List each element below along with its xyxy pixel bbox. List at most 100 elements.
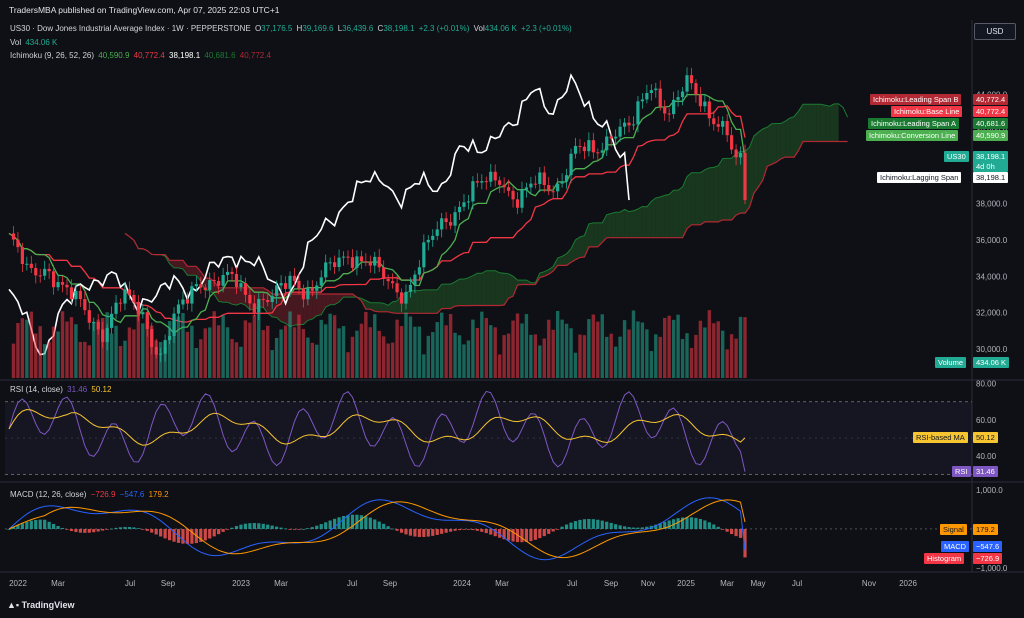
rsi-tick-label: 60.00 xyxy=(976,416,997,425)
candle-body xyxy=(43,268,47,276)
macd-histogram-bar xyxy=(145,528,149,531)
candle-body xyxy=(489,171,493,182)
macd-histogram-bar xyxy=(609,522,613,529)
candle-body xyxy=(377,256,381,268)
macd-histogram-bar xyxy=(373,519,377,529)
cloud-segment xyxy=(771,123,777,165)
cloud-segment xyxy=(798,104,803,151)
candle-body xyxy=(654,88,658,91)
tag-volume: Volume xyxy=(935,357,967,368)
cloud-segment xyxy=(660,195,665,238)
macd-histogram-bar xyxy=(551,528,555,532)
candle-body xyxy=(573,145,578,154)
volume-bar xyxy=(92,321,96,378)
volume-bar xyxy=(34,333,38,378)
candle-body xyxy=(475,181,479,183)
macd-legend: MACD (12, 26, close) −726.9 −547.6 179.2 xyxy=(10,490,171,499)
close-label: C xyxy=(377,24,384,33)
rsi-value: 31.46 xyxy=(67,385,88,394)
volume-bar xyxy=(555,310,560,378)
candle-body xyxy=(663,106,667,114)
volume-bar xyxy=(743,317,747,378)
macd-histogram-bar xyxy=(283,528,288,530)
currency-button[interactable]: USD xyxy=(974,23,1016,40)
candle-body xyxy=(65,284,69,288)
cloud-segment xyxy=(423,289,429,314)
volume-bar xyxy=(163,347,167,378)
candle-body xyxy=(78,290,82,300)
cloud-segment xyxy=(802,104,808,142)
candle-body xyxy=(734,149,738,158)
macd-histogram-bar xyxy=(83,528,87,533)
candle-body xyxy=(60,282,65,285)
volume-bar xyxy=(417,326,422,378)
tag-rsi: RSI xyxy=(952,466,971,477)
tradingview-logo[interactable]: ▲▪ TradingView xyxy=(7,600,74,610)
candle-body xyxy=(471,181,475,202)
volume-bar xyxy=(502,335,506,378)
candle-body xyxy=(529,183,533,188)
volume-bar xyxy=(114,325,118,378)
cloud-segment xyxy=(223,287,228,303)
macd-histogram-bar xyxy=(471,528,475,531)
candle-body xyxy=(109,313,114,328)
cloud-segment xyxy=(383,303,389,312)
cloud-segment xyxy=(191,266,197,276)
cloud-segment xyxy=(334,294,340,305)
volume-bar xyxy=(292,327,297,378)
candle-body xyxy=(609,136,613,139)
candle-body xyxy=(301,288,305,300)
candle-body xyxy=(587,140,591,152)
macd-histogram-bar xyxy=(154,528,158,535)
macd-histogram-bar xyxy=(261,523,265,529)
close-value: 38,198.1 xyxy=(383,24,415,33)
volume-bar xyxy=(373,314,377,378)
tag-leading-span-a: Ichimoku:Leading Span A xyxy=(868,118,960,129)
macd-signal-value: 179.2 xyxy=(148,490,169,499)
macd-histogram-bar xyxy=(725,528,729,532)
volume-bar xyxy=(622,320,627,378)
candle-body xyxy=(123,289,127,304)
macd-histogram-bar xyxy=(243,523,248,529)
cloud-segment xyxy=(392,300,398,314)
macd-histogram-bar xyxy=(386,526,390,529)
volume-bar xyxy=(274,337,279,378)
cloud-segment xyxy=(379,302,384,312)
macd-histogram-bar xyxy=(738,528,743,538)
candle-body xyxy=(493,171,497,181)
macd-histogram-bar xyxy=(368,517,372,529)
volume-bar xyxy=(87,345,91,378)
volume-bar xyxy=(426,335,430,378)
cloud-segment xyxy=(236,287,241,306)
macd-histogram-bar xyxy=(96,528,100,532)
volume-bar xyxy=(613,346,618,378)
volume-bar xyxy=(515,313,520,378)
candle-body xyxy=(252,303,256,313)
tag-signal-value: 179.2 xyxy=(973,524,998,535)
cloud-segment xyxy=(325,294,331,308)
macd-histogram-bar xyxy=(136,528,140,530)
cloud-segment xyxy=(410,290,415,314)
volume-bar xyxy=(381,336,386,378)
volume-bar xyxy=(609,333,613,378)
cloud-segment xyxy=(718,158,723,222)
candle-body xyxy=(614,136,618,139)
cloud-segment xyxy=(816,104,821,142)
volume-bar xyxy=(551,329,555,378)
time-tick-label: 2024 xyxy=(453,579,471,588)
volume-bar xyxy=(158,341,163,378)
volume-bar xyxy=(729,334,734,378)
candle-body xyxy=(578,145,582,147)
ichimoku-label: Ichimoku (9, 26, 52, 26) xyxy=(10,51,95,60)
candle-body xyxy=(132,294,136,302)
cloud-segment xyxy=(642,206,647,238)
candle-body xyxy=(600,150,604,153)
candle-body xyxy=(466,201,471,203)
cloud-segment xyxy=(169,260,175,268)
cloud-segment xyxy=(829,103,835,142)
cloud-segment xyxy=(562,253,567,266)
volume-bar xyxy=(734,338,738,378)
macd-histogram-bar xyxy=(658,523,662,529)
